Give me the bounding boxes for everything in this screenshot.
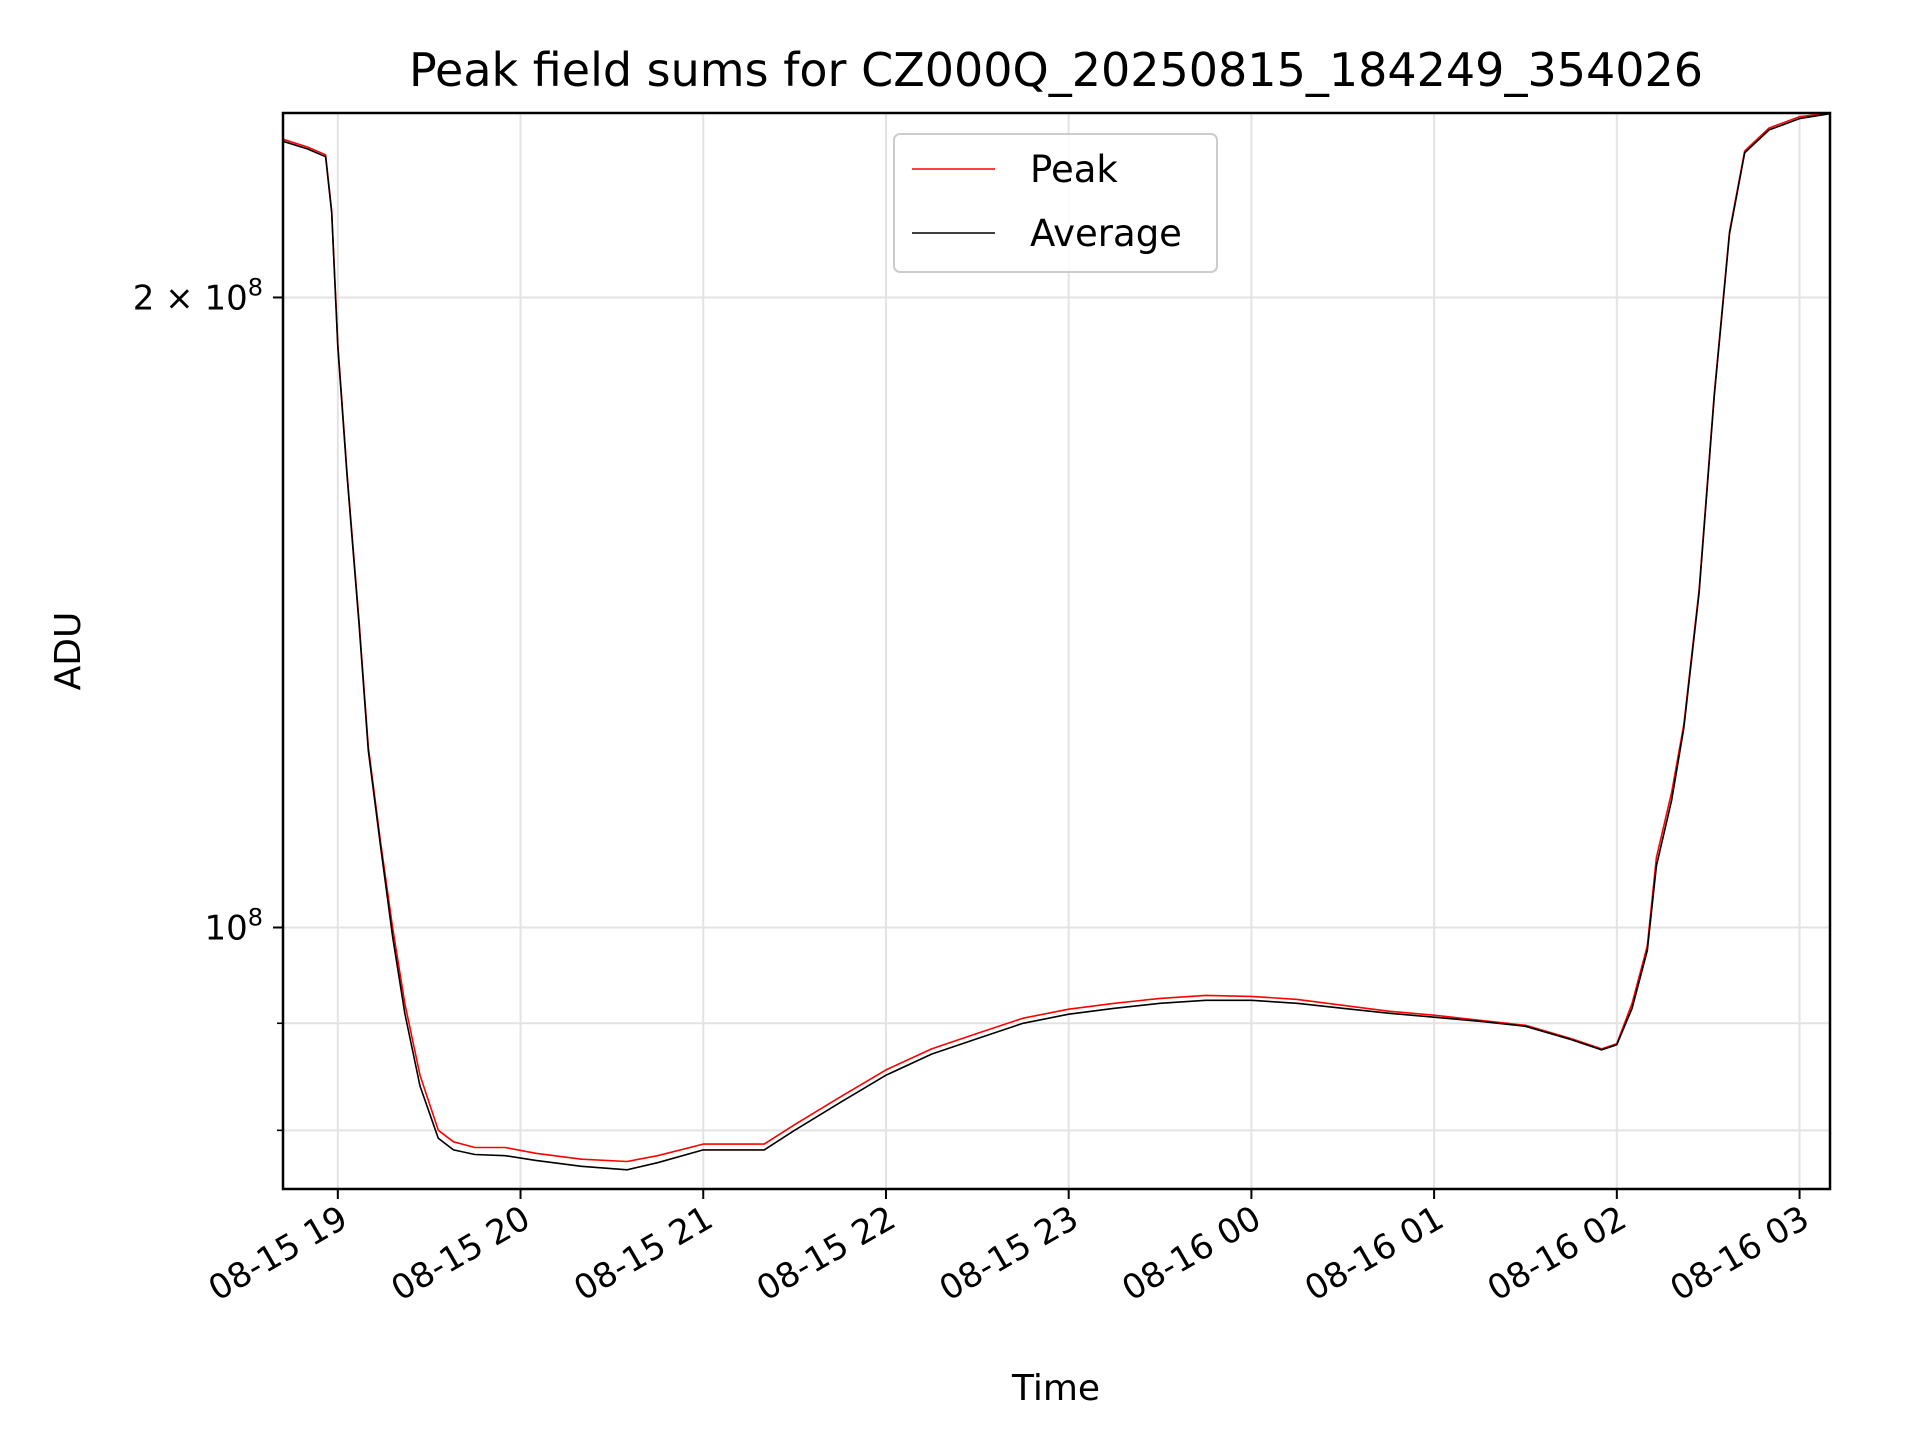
x-tick-label: 08-15 21 [567,1198,719,1309]
x-tick-label: 08-16 03 [1664,1198,1816,1309]
x-tick-label: 08-15 19 [202,1198,354,1309]
series-line-average [282,112,1831,1171]
x-tick-label: 08-16 02 [1481,1198,1633,1309]
y-tick-label: 2 × 108 [133,273,263,318]
series-layer [282,112,1831,1171]
legend: Peak Average [893,133,1218,273]
chart-title: Peak field sums for CZ000Q_20250815_1842… [409,43,1703,97]
x-tick-label: 08-16 01 [1298,1198,1450,1309]
x-tick-label: 08-16 00 [1116,1198,1268,1309]
y-tick-label: 108 [204,904,263,949]
x-tick-label: 08-15 20 [385,1198,537,1309]
legend-label-average: Average [1030,212,1182,255]
plot-frame [281,111,1832,1191]
y-axis-label: ADU [48,612,89,691]
legend-label-peak: Peak [1030,148,1118,191]
y-axis: 108 2 × 108 [133,273,283,1132]
x-tick-label: 08-15 22 [750,1198,902,1309]
x-axis: 08-15 19 08-15 20 08-15 21 08-15 22 08-15 23… [202,1189,1816,1309]
x-axis-label: Time [1011,1368,1100,1409]
series-line-peak [282,112,1831,1163]
grid [283,113,1830,1189]
x-tick-label: 08-15 23 [933,1198,1085,1309]
